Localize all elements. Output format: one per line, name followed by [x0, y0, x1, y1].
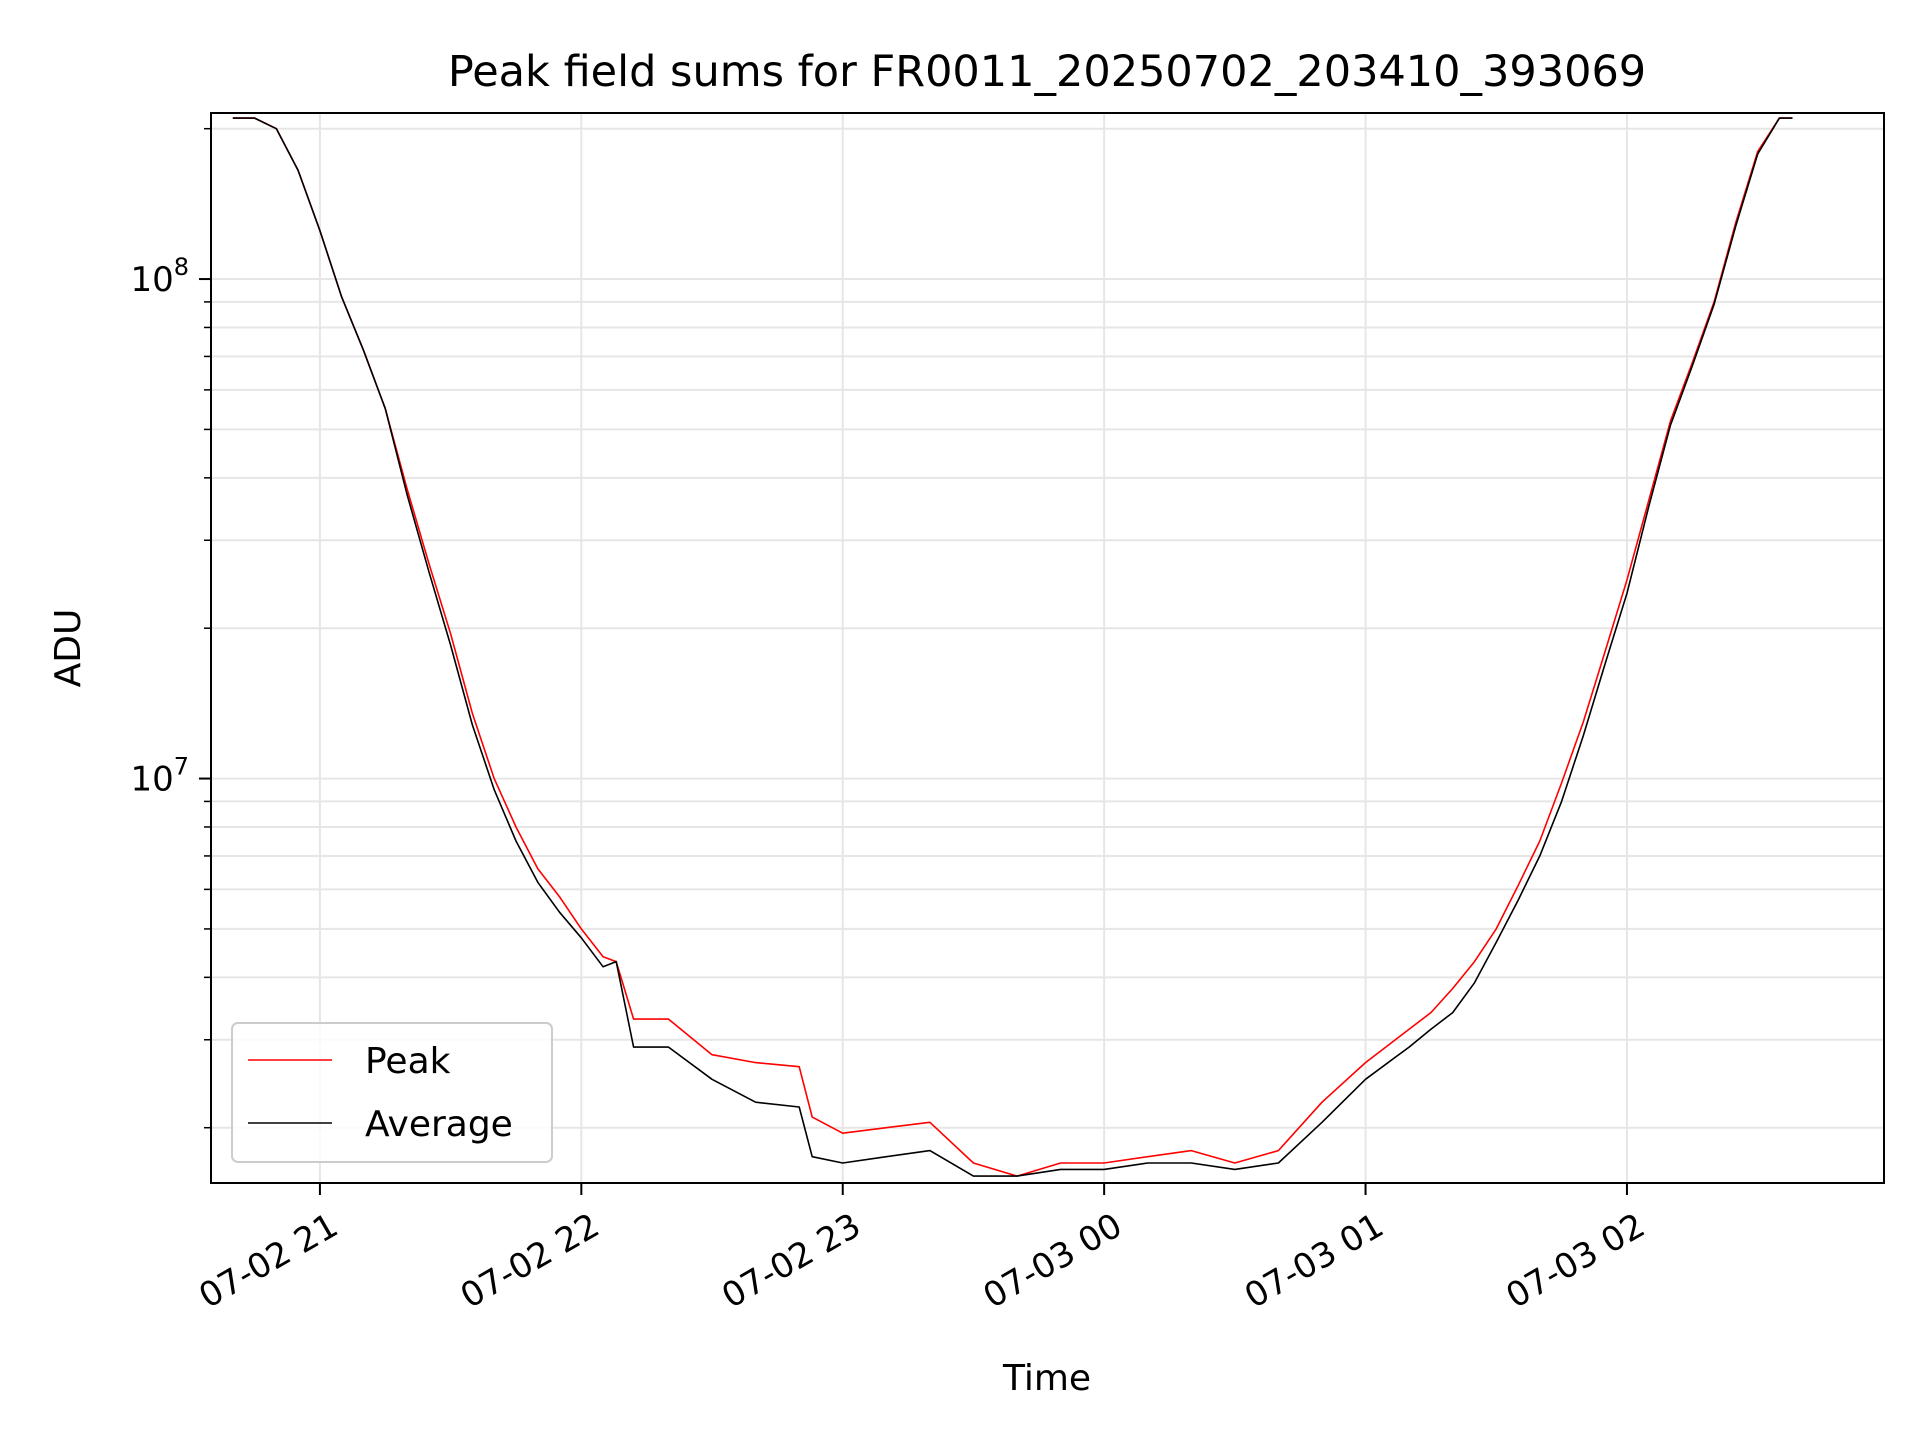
y-tick-label: 107	[130, 753, 189, 800]
x-tick-label: 07-02 23	[715, 1206, 867, 1317]
x-tick-label: 07-03 02	[1499, 1206, 1651, 1317]
y-tick-label: 108	[130, 253, 189, 300]
legend: Peak Average	[231, 1022, 553, 1163]
series-line-average	[232, 117, 1793, 1177]
legend-box	[231, 1022, 553, 1163]
x-axis: 07-02 21 07-02 22 07-02 23 07-03 00 07-03 01…	[192, 1183, 1652, 1317]
y-axis: 107 108	[130, 127, 211, 1129]
y-axis-label: ADU	[48, 609, 89, 688]
plot-lines	[232, 117, 1793, 1177]
chart-title: Peak field sums for FR0011_20250702_2034…	[448, 47, 1646, 97]
plot-frame	[210, 112, 1885, 1184]
x-axis-label: Time	[1002, 1358, 1091, 1399]
x-tick-label: 07-02 21	[192, 1206, 344, 1317]
legend-label-peak: Peak	[365, 1041, 451, 1082]
legend-label-average: Average	[365, 1104, 513, 1145]
series-line-peak	[232, 117, 1793, 1177]
x-tick-label: 07-03 01	[1238, 1206, 1390, 1317]
grid	[211, 113, 1884, 1183]
x-tick-label: 07-03 00	[977, 1206, 1129, 1317]
x-tick-label: 07-02 22	[454, 1206, 606, 1317]
